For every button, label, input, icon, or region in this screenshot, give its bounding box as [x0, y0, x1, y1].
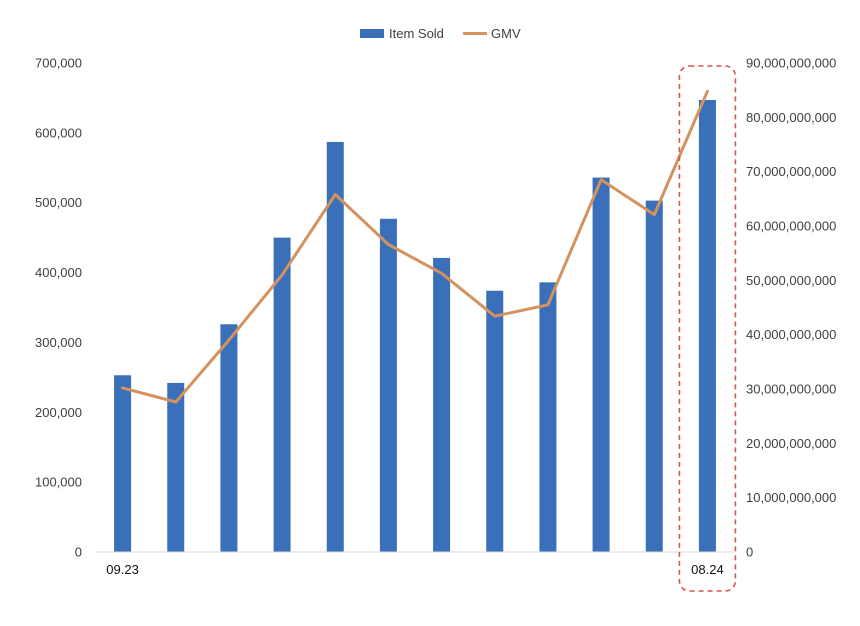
left-y-tick-label: 500,000 [35, 195, 82, 210]
left-y-tick-label: 400,000 [35, 265, 82, 280]
left-y-tick-label: 600,000 [35, 125, 82, 140]
left-y-tick-label: 300,000 [35, 335, 82, 350]
legend: Item Sold GMV [360, 26, 521, 41]
item-sold-bar [167, 382, 185, 552]
right-y-tick-label: 30,000,000,000 [746, 382, 836, 397]
item-sold-bar [539, 282, 557, 552]
left-y-tick-label: 700,000 [35, 56, 82, 71]
right-y-tick-label: 60,000,000,000 [746, 219, 836, 234]
item-sold-bar [486, 290, 504, 552]
x-tick-label: 09.23 [106, 562, 139, 577]
x-tick-label: 08.24 [691, 562, 724, 577]
item-sold-bar [645, 200, 663, 552]
highlight-box [678, 65, 737, 592]
x-axis: 09.23 08.24 [106, 562, 723, 577]
right-y-axis: 0 10,000,000,000 20,000,000,000 30,000,000,… [746, 56, 836, 560]
gmv-line [121, 89, 709, 404]
left-y-tick-label: 100,000 [35, 475, 82, 490]
right-y-tick-label: 70,000,000,000 [746, 164, 836, 179]
highlight-group [678, 65, 737, 592]
right-y-tick-label: 20,000,000,000 [746, 436, 836, 451]
item-sold-bar [698, 100, 716, 552]
item-sold-bar [592, 177, 610, 552]
item-sold-bar [326, 141, 344, 552]
item-sold-bar [433, 257, 451, 552]
item-sold-bar [114, 375, 132, 552]
right-y-tick-label: 90,000,000,000 [746, 56, 836, 71]
right-y-tick-label: 10,000,000,000 [746, 490, 836, 505]
gmv-line-group [121, 89, 709, 404]
legend-item-sold-swatch [360, 29, 384, 38]
right-y-tick-label: 40,000,000,000 [746, 327, 836, 342]
legend-gmv-label: GMV [491, 26, 521, 41]
left-y-tick-label: 200,000 [35, 405, 82, 420]
right-y-tick-label: 50,000,000,000 [746, 273, 836, 288]
item-sold-bar [379, 218, 397, 552]
legend-item-sold-label: Item Sold [389, 26, 444, 41]
right-y-tick-label: 0 [746, 545, 753, 560]
item-sold-bars [114, 100, 716, 552]
item-sold-bar [273, 237, 291, 552]
left-y-axis: 0 100,000 200,000 300,000 400,000 500,000 600,… [35, 56, 82, 560]
left-y-tick-label: 0 [75, 545, 82, 560]
right-y-tick-label: 80,000,000,000 [746, 110, 836, 125]
item-sold-bar [220, 324, 238, 552]
